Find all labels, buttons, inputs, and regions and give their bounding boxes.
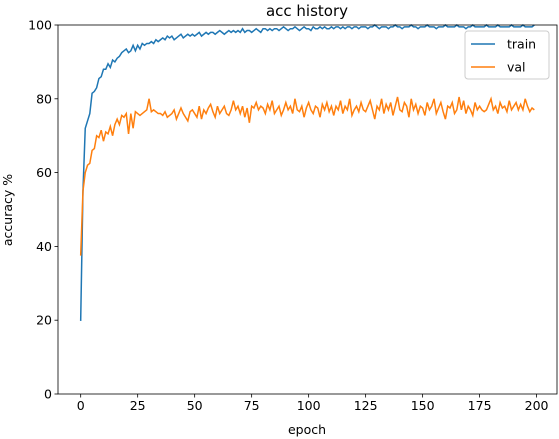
x-tick-label: 0 (77, 398, 85, 413)
x-tick-label: 200 (525, 398, 549, 413)
x-tick-label: 125 (354, 398, 378, 413)
y-axis-label: accuracy % (0, 174, 15, 246)
line-series (79, 96, 535, 256)
x-tick-label: 175 (468, 398, 492, 413)
y-tick-label: 80 (36, 91, 52, 106)
y-tick-label: 60 (36, 165, 52, 180)
x-tick-label: 150 (411, 398, 435, 413)
y-tick-label: 0 (44, 387, 52, 402)
legend-label: train (507, 37, 536, 52)
legend-label: val (507, 60, 526, 75)
line-series (79, 24, 535, 321)
x-tick-label: 50 (187, 398, 203, 413)
y-tick-label: 20 (36, 313, 52, 328)
x-axis-label: epoch (288, 422, 326, 437)
plot-frame (57, 24, 558, 395)
chart-title: acc history (266, 2, 348, 20)
y-tick-label: 100 (28, 18, 52, 33)
y-tick-label: 40 (36, 239, 52, 254)
x-tick-label: 75 (244, 398, 260, 413)
x-tick-label: 25 (130, 398, 146, 413)
x-tick-label: 100 (297, 398, 321, 413)
